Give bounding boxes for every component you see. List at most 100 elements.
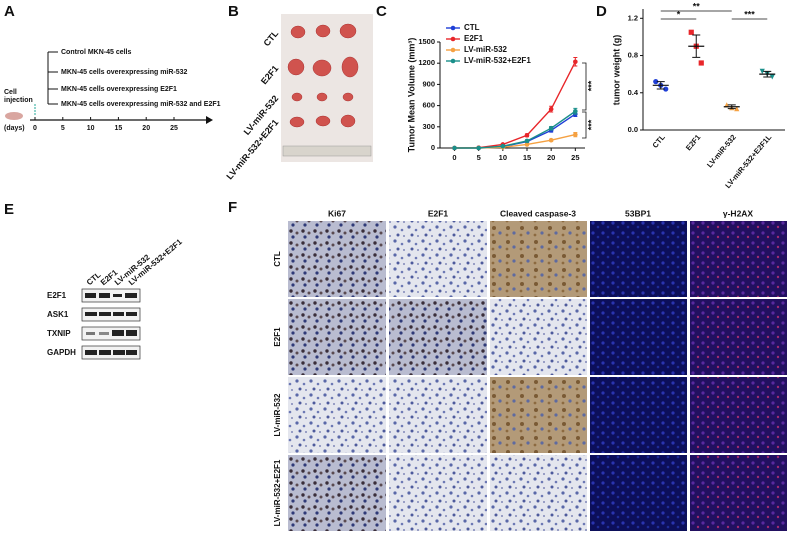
significance-label: **	[693, 1, 701, 11]
panel-label: A	[4, 3, 15, 20]
error-bar	[656, 81, 665, 90]
x-tick-label: 20	[547, 153, 555, 162]
protein-label: GAPDH	[47, 348, 76, 357]
column-header: E2F1	[428, 208, 449, 218]
panel-label: D	[596, 3, 607, 20]
row-label: CTL	[261, 28, 280, 48]
y-axis-title: tumor weight (g)	[611, 35, 621, 106]
injection-label: injection	[4, 97, 33, 104]
y-tick-label: 1.2	[628, 13, 638, 22]
row-label: CTL	[273, 251, 282, 267]
x-tick-label: LV-miR-532	[705, 133, 738, 170]
data-point	[548, 106, 554, 112]
data-point	[698, 60, 704, 66]
data-point	[759, 68, 765, 74]
data-point	[688, 29, 694, 35]
y-axis-title: Tumor Mean Volume (mm³)	[406, 38, 416, 153]
data-point	[548, 125, 554, 131]
timeline-tick-label: 5	[61, 125, 65, 132]
panel-label: C	[376, 3, 387, 20]
timeline-tick-label: 15	[115, 125, 123, 132]
x-tick-label: 10	[499, 153, 507, 162]
error-bar	[727, 104, 736, 110]
legend-label: LV-miR-532	[464, 45, 508, 54]
x-tick-label: 15	[523, 153, 531, 162]
x-tick-label: CTL	[651, 132, 668, 149]
group-label: Control MKN-45 cells	[61, 49, 132, 56]
tumor-photo	[281, 14, 373, 162]
legend-marker	[450, 36, 456, 42]
series-line	[454, 110, 576, 149]
panel-label: E	[4, 201, 14, 218]
row-label: E2F1	[273, 327, 282, 347]
significance-label: ***	[586, 80, 596, 91]
y-tick-label: 0.4	[628, 88, 639, 97]
legend-label: LV-miR-532+E2F1	[464, 56, 531, 65]
y-tick-label: 1200	[418, 58, 435, 67]
timeline-tick-label: 20	[142, 125, 150, 132]
protein-label: ASK1	[47, 310, 69, 319]
x-tick-label: E2F1	[684, 133, 702, 153]
protein-label: E2F1	[47, 291, 67, 300]
x-tick-label: 0	[452, 153, 456, 162]
x-tick-label: 25	[571, 153, 579, 162]
legend-marker	[450, 47, 456, 53]
data-point	[573, 59, 578, 65]
data-point	[452, 145, 457, 151]
column-header: Ki67	[328, 208, 346, 218]
data-point	[524, 142, 530, 147]
data-point	[524, 138, 530, 144]
legend-label: CTL	[464, 23, 480, 32]
timeline-tick-label: 0	[33, 125, 37, 132]
y-tick-label: 0.0	[628, 125, 638, 134]
y-tick-label: 0	[431, 143, 435, 152]
western-blot	[81, 288, 141, 360]
data-point	[769, 74, 775, 80]
protein-label: TXNIP	[47, 329, 71, 338]
timeline-arrow	[206, 116, 213, 124]
significance-label: *	[677, 9, 681, 19]
timeline-tick-label: 25	[170, 125, 178, 132]
group-label: MKN-45 cells overexpressing miR-532	[61, 69, 188, 76]
group-label: MKN-45 cells overexpressing miR-532 and …	[61, 101, 221, 108]
y-tick-label: 300	[422, 122, 435, 131]
y-tick-label: 900	[422, 79, 435, 88]
panel-label: B	[228, 3, 239, 20]
data-point	[734, 105, 740, 112]
row-label: LV-miR-532	[273, 393, 282, 437]
data-point	[548, 137, 554, 143]
error-bar	[763, 70, 772, 78]
y-tick-label: 0.8	[628, 51, 638, 60]
legend-marker	[450, 58, 456, 64]
x-tick-label: 5	[477, 153, 481, 162]
legend-label: E2F1	[464, 34, 484, 43]
micrograph-grid	[288, 221, 787, 531]
axis-unit: (days)	[4, 125, 25, 132]
timeline-tick-label: 10	[87, 125, 95, 132]
data-point	[500, 143, 506, 149]
panel-label: F	[228, 199, 237, 216]
data-point	[573, 108, 578, 114]
mouse-icon	[5, 112, 23, 120]
significance-label: ***	[586, 119, 596, 130]
injection-label: Cell	[4, 89, 17, 96]
data-point	[663, 86, 669, 92]
data-point	[653, 79, 659, 85]
significance-bracket	[582, 62, 587, 139]
column-header: Cleaved caspase-3	[500, 208, 576, 218]
y-tick-label: 1500	[418, 37, 435, 46]
column-header: 53BP1	[625, 208, 651, 218]
data-point	[524, 132, 530, 138]
error-bar	[692, 34, 701, 58]
y-tick-label: 600	[422, 101, 435, 110]
row-label: E2F1	[259, 63, 280, 86]
column-header: γ-H2AX	[723, 208, 754, 218]
series-line	[454, 133, 576, 149]
group-label: MKN-45 cells overexpressing E2F1	[61, 86, 177, 93]
row-label: LV-miR-532+E2F1	[273, 459, 282, 526]
series-line	[454, 61, 576, 149]
data-point	[573, 132, 578, 137]
data-point	[476, 145, 481, 151]
legend-marker	[450, 25, 456, 31]
